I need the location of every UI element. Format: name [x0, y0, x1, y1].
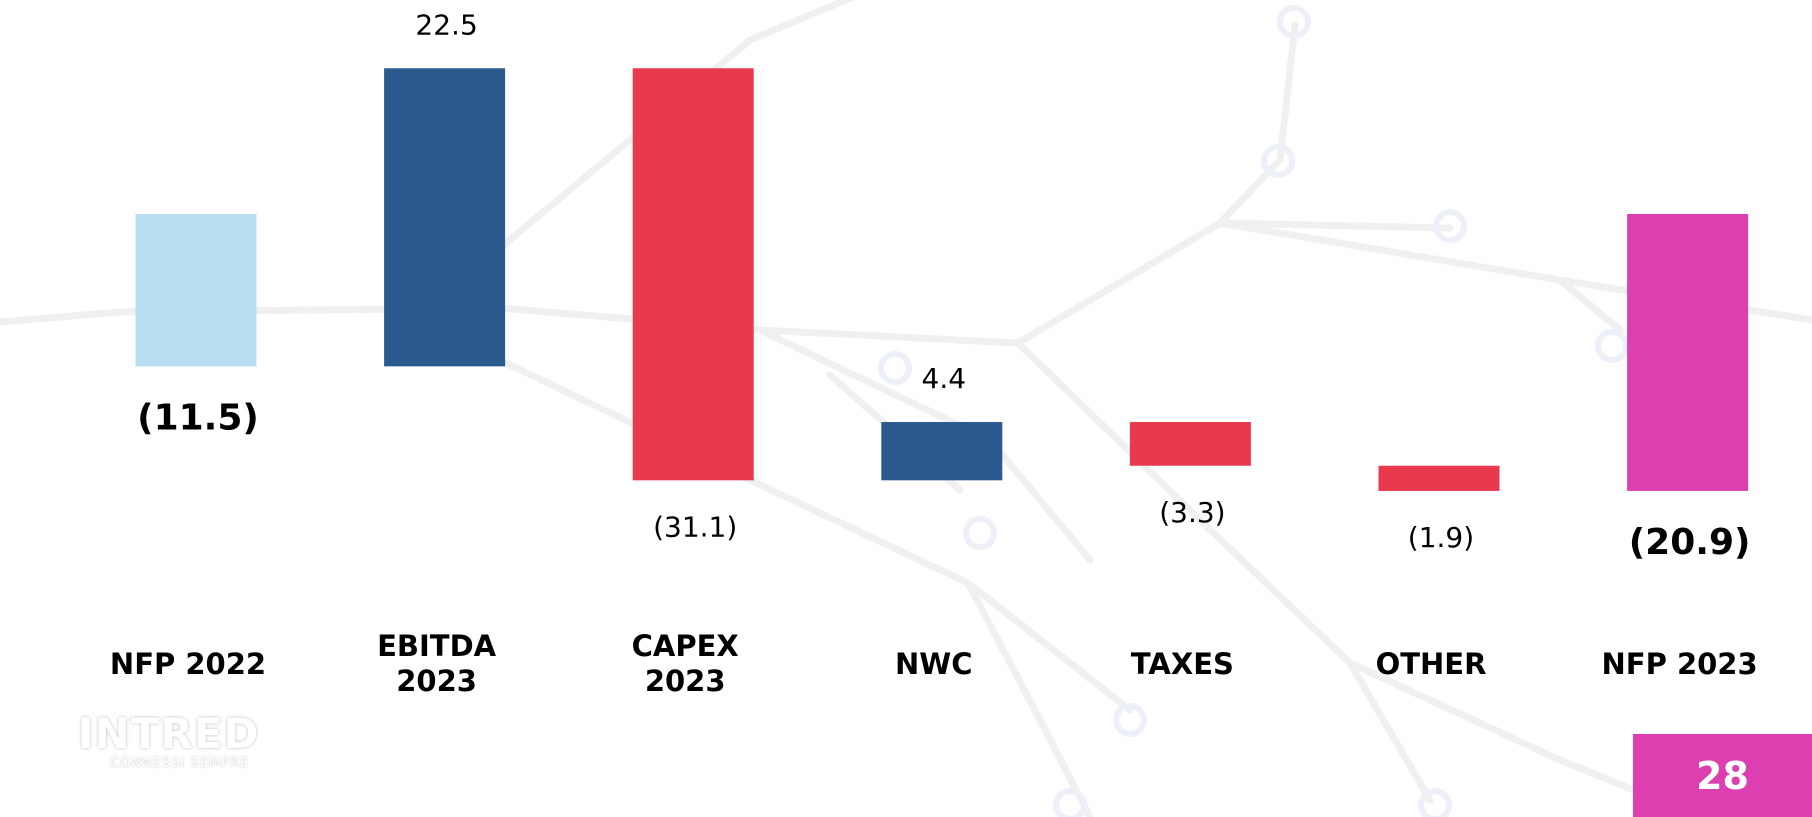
category-label: NFP 2022 — [109, 646, 267, 681]
category-label: NWC — [895, 646, 973, 681]
bar — [1129, 422, 1251, 466]
bar — [135, 214, 257, 367]
value-label: (11.5) — [137, 397, 259, 438]
page-number: 28 — [1633, 734, 1812, 817]
bar — [384, 68, 506, 367]
logo-tagline: CONNESSI SEMPRE — [110, 756, 250, 771]
category-label: EBITDA 2023 — [377, 629, 497, 698]
logo: INTRED CONNESSI SEMPRE — [78, 709, 260, 772]
value-label: (1.9) — [1408, 521, 1474, 554]
bar — [1378, 465, 1500, 491]
value-label: (3.3) — [1159, 496, 1225, 529]
category-label: OTHER — [1375, 646, 1487, 681]
category-label: NFP 2023 — [1601, 646, 1758, 681]
value-label: (31.1) — [653, 510, 737, 543]
bar — [632, 68, 754, 481]
bar — [881, 422, 1003, 481]
category-label: CAPEX 2023 — [631, 629, 739, 698]
bar — [1627, 214, 1749, 491]
logo-text: INTRED — [78, 709, 260, 758]
value-label: 22.5 — [415, 8, 477, 41]
value-label: (20.9) — [1629, 522, 1751, 563]
category-label: TAXES — [1130, 646, 1234, 681]
value-label: 4.4 — [922, 362, 967, 395]
